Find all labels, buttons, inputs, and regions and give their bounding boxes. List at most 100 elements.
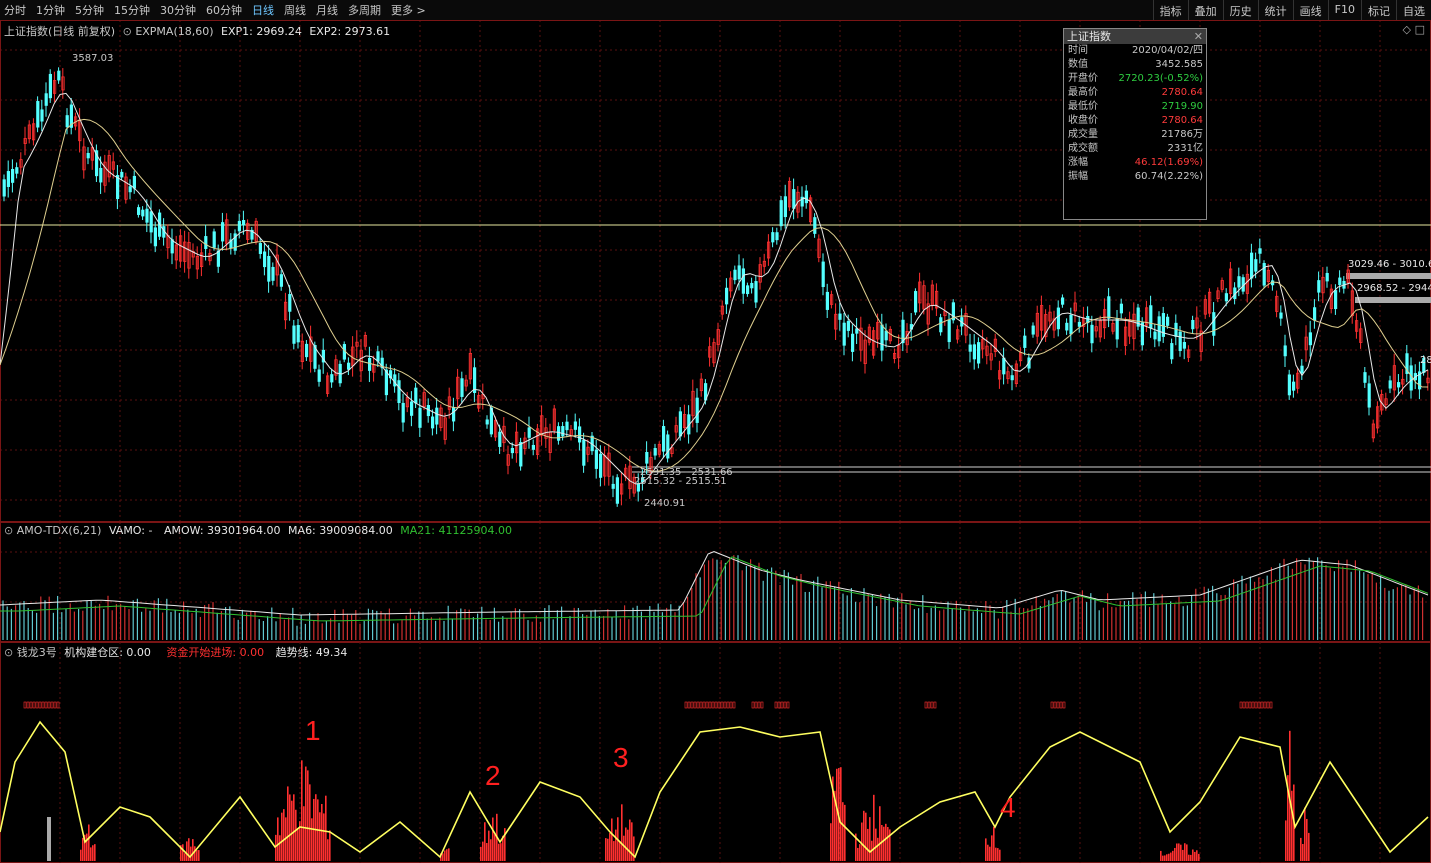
candle: [61, 76, 65, 91]
signal-marker: [684, 701, 688, 709]
candle: [229, 239, 233, 249]
annotation-number: 4: [1000, 792, 1016, 823]
candle: [708, 346, 712, 358]
candle: [1098, 320, 1102, 338]
window-toggle-icon[interactable]: □: [1414, 23, 1425, 36]
info-value: 2720.23(-0.52%): [1118, 73, 1203, 84]
tool-button-5[interactable]: F10: [1327, 0, 1361, 20]
candle: [346, 362, 351, 370]
candle: [523, 437, 527, 449]
signal-marker: [786, 701, 790, 709]
period-tab-9[interactable]: 多周期: [348, 4, 381, 17]
fund-spike: [1306, 818, 1308, 861]
candle: [1418, 371, 1422, 390]
period-tab-8[interactable]: 月线: [316, 4, 338, 17]
candle: [1329, 288, 1333, 309]
tool-button-1[interactable]: 叠加: [1187, 0, 1223, 20]
candle: [594, 449, 599, 469]
signal-marker: [1248, 701, 1252, 709]
candle: [384, 369, 389, 396]
signal-marker: [705, 701, 709, 709]
diamond-icon[interactable]: ◇: [1402, 23, 1411, 36]
ma21-value: MA21: 41125904.00: [400, 524, 512, 537]
period-tab-2[interactable]: 5分钟: [75, 4, 104, 17]
fund-spike: [625, 827, 627, 861]
fund-spike: [840, 767, 842, 861]
candle: [729, 277, 733, 292]
candle: [6, 171, 10, 187]
period-tab-0[interactable]: 分时: [4, 4, 26, 17]
range-bar: [1346, 273, 1431, 279]
period-tab-4[interactable]: 30分钟: [160, 4, 196, 17]
fund-spike: [1190, 854, 1192, 861]
tool-button-7[interactable]: 自选: [1396, 0, 1431, 20]
period-tab-3[interactable]: 15分钟: [114, 4, 150, 17]
signal-marker: [56, 701, 60, 709]
candle: [48, 73, 53, 99]
candle: [607, 452, 611, 477]
candle: [867, 326, 872, 343]
tool-button-3[interactable]: 统计: [1257, 0, 1293, 20]
fund-spike: [997, 848, 999, 861]
signal-marker: [1242, 701, 1246, 709]
fund-spike: [869, 817, 871, 861]
candle: [825, 291, 830, 310]
candle: [254, 220, 258, 242]
close-icon[interactable]: ✕: [1193, 30, 1203, 43]
signal-marker: [690, 701, 694, 709]
info-row: 最高价 2780.64: [1064, 86, 1206, 100]
fund-spike: [605, 838, 607, 861]
candle: [1338, 277, 1342, 286]
settings-icon[interactable]: ⊙: [122, 25, 132, 38]
signal-marker: [702, 701, 706, 709]
candle: [1199, 330, 1203, 352]
candle: [1279, 312, 1283, 319]
tool-button-2[interactable]: 历史: [1222, 0, 1258, 20]
fund-spike: [82, 837, 84, 861]
candlestick-chart[interactable]: [0, 20, 1431, 522]
signal-chart[interactable]: 1 2 3 4: [0, 642, 1431, 863]
period-tab-10[interactable]: 更多 >: [391, 4, 426, 17]
candle: [1250, 252, 1254, 279]
candle: [1061, 297, 1065, 305]
candle: [561, 426, 565, 437]
tool-button-4[interactable]: 画线: [1292, 0, 1328, 20]
candle: [1048, 311, 1052, 322]
fund-spike: [309, 784, 311, 861]
candle: [573, 421, 578, 430]
tool-button-0[interactable]: 指标: [1152, 0, 1188, 20]
period-tab-1[interactable]: 1分钟: [36, 4, 65, 17]
candle: [111, 161, 115, 170]
candle: [317, 369, 321, 382]
period-tab-6[interactable]: 日线: [252, 4, 274, 17]
info-row: 振幅 60.74(2.22%): [1064, 170, 1206, 184]
period-tab-5[interactable]: 60分钟: [206, 4, 242, 17]
candle: [1350, 290, 1354, 316]
candle: [628, 465, 632, 490]
candle: [985, 345, 989, 356]
settings-icon[interactable]: ⊙: [4, 524, 14, 537]
candle: [283, 301, 288, 321]
candle: [195, 255, 199, 270]
candle: [914, 291, 918, 313]
info-key: 振幅: [1068, 171, 1088, 182]
info-key: 收盘价: [1068, 115, 1098, 126]
period-tab-7[interactable]: 周线: [284, 4, 306, 17]
signal-marker: [760, 701, 764, 709]
candle: [124, 176, 128, 200]
candle: [170, 239, 174, 254]
candle: [65, 115, 69, 128]
candle: [1208, 291, 1212, 314]
candle: [666, 434, 670, 459]
fund-spike: [873, 794, 875, 861]
volume-chart[interactable]: [0, 522, 1431, 642]
candle: [1170, 343, 1174, 360]
candle: [981, 338, 985, 350]
candle: [746, 285, 750, 295]
candle: [1384, 398, 1388, 406]
fund-spike: [446, 849, 448, 861]
tool-button-6[interactable]: 标记: [1361, 0, 1396, 20]
settings-icon[interactable]: ⊙: [4, 646, 14, 659]
range-label-4: 2968.52 - 2944: [1357, 283, 1431, 294]
candle: [821, 261, 825, 288]
